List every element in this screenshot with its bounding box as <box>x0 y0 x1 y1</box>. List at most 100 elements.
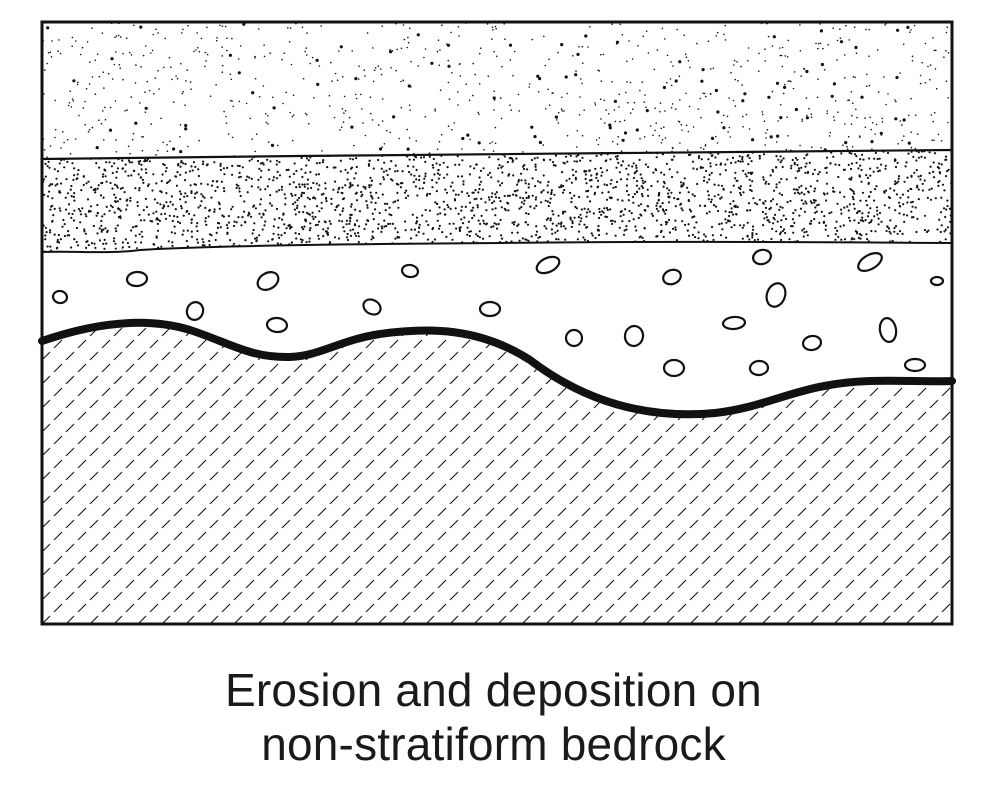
fine-stipple-dot <box>287 168 290 171</box>
sparse-stipple-dot <box>313 97 315 99</box>
sparse-stipple-dot <box>910 97 912 100</box>
fine-stipple-dot <box>227 221 230 224</box>
bedrock-dash <box>233 543 243 553</box>
fine-stipple-dot <box>656 180 659 183</box>
fine-stipple-dot <box>923 179 926 182</box>
fine-stipple-dot <box>390 214 393 217</box>
bedrock-dash <box>881 519 891 529</box>
fine-stipple-dot <box>459 226 462 229</box>
sparse-stipple-dot <box>103 139 105 141</box>
fine-stipple-dot <box>104 175 107 178</box>
fine-stipple-dot <box>944 228 948 231</box>
sparse-stipple-dot <box>69 152 72 155</box>
sparse-stipple-dot <box>779 54 781 57</box>
bedrock-dash <box>329 375 339 385</box>
bedrock-dash <box>185 447 195 457</box>
fine-stipple-dot <box>305 157 309 160</box>
fine-stipple-dot <box>555 224 558 227</box>
fine-stipple-dot <box>603 207 606 210</box>
fine-stipple-dot <box>836 229 839 232</box>
bedrock-dash <box>797 322 807 325</box>
fine-stipple-dot <box>512 174 515 177</box>
fine-stipple-dot <box>779 150 782 151</box>
fine-stipple-dot <box>70 184 73 188</box>
bedrock-dash <box>665 495 675 505</box>
fine-stipple-dot <box>510 247 514 250</box>
bedrock-dash <box>317 555 327 565</box>
sparse-stipple-dot <box>372 47 374 49</box>
sparse-stipple-dot <box>837 111 839 113</box>
fine-stipple-dot <box>840 238 843 241</box>
fine-stipple-dot <box>441 150 444 151</box>
fine-stipple-dot <box>503 250 506 252</box>
bedrock-dash <box>209 399 219 409</box>
fine-stipple-dot <box>790 251 793 252</box>
fine-stipple-dot <box>591 234 594 237</box>
fine-stipple-dot <box>663 173 666 176</box>
bedrock-dash <box>233 351 243 361</box>
fine-stipple-dot <box>747 248 750 251</box>
bedrock-dash <box>125 435 135 445</box>
bedrock-dash <box>161 519 171 529</box>
fine-stipple-dot <box>95 214 98 217</box>
fine-stipple-dot <box>889 187 892 190</box>
fine-stipple-dot <box>708 210 711 213</box>
sparse-stipple-dot <box>761 113 764 116</box>
fine-stipple-dot <box>802 227 806 230</box>
fine-stipple-dot <box>357 235 360 238</box>
fine-stipple-dot <box>898 230 902 233</box>
sparse-stipple-dot <box>225 115 227 118</box>
bedrock-dash <box>126 628 134 636</box>
fine-stipple-dot <box>370 184 373 187</box>
sparse-stipple-dot <box>743 153 745 156</box>
sparse-stipple-dot <box>799 24 801 26</box>
sparse-stipple-dot <box>715 35 717 37</box>
fine-stipple-dot <box>618 226 621 229</box>
fine-stipple-dot <box>277 226 280 229</box>
sparse-stipple-dot <box>887 93 889 95</box>
fine-stipple-dot <box>583 223 586 226</box>
fine-stipple-dot <box>605 169 609 172</box>
fine-stipple-dot <box>739 160 742 163</box>
fine-stipple-dot <box>563 188 566 192</box>
fine-stipple-dot <box>520 201 524 204</box>
bedrock-dash <box>749 339 759 349</box>
bedrock-dash <box>437 387 447 397</box>
fine-stipple-dot <box>573 160 576 163</box>
sparse-stipple-dot <box>921 61 923 64</box>
sparse-stipple-dot <box>513 50 516 53</box>
fine-stipple-dot <box>219 168 222 172</box>
bedrock-dash <box>629 555 639 565</box>
fine-stipple-dot <box>681 209 684 212</box>
fine-stipple-dot <box>434 151 437 154</box>
fine-stipple-dot <box>565 155 568 158</box>
bedrock-dash <box>713 519 723 529</box>
fine-stipple-dot <box>830 211 833 214</box>
sparse-stipple-dot <box>263 44 265 46</box>
fine-stipple-dot <box>571 220 574 223</box>
bedrock-dash <box>605 459 615 469</box>
fine-stipple-dot <box>276 242 279 245</box>
fine-stipple-dot <box>115 176 118 179</box>
bedrock-dash <box>893 435 903 445</box>
fine-stipple-dot <box>262 163 265 166</box>
fine-stipple-dot <box>90 242 93 245</box>
fine-stipple-dot <box>687 191 690 194</box>
sparse-stipple-dot <box>603 99 605 102</box>
fine-stipple-dot <box>834 238 837 241</box>
bedrock-dash <box>377 375 387 385</box>
sparse-stipple-dot <box>129 51 131 54</box>
bedrock-dash <box>449 399 459 409</box>
fine-stipple-dot <box>275 190 278 193</box>
fine-stipple-dot <box>752 197 755 200</box>
bedrock-dash <box>413 531 423 541</box>
fine-stipple-dot <box>619 250 622 252</box>
fine-stipple-dot <box>315 182 318 185</box>
fine-stipple-dot <box>537 236 540 239</box>
fine-stipple-dot <box>85 150 88 152</box>
fine-stipple-dot <box>428 192 432 196</box>
sparse-stipple-dot <box>561 96 563 99</box>
fine-stipple-dot <box>380 225 383 228</box>
sparse-stipple-dot <box>574 73 578 77</box>
fine-stipple-dot <box>136 204 139 207</box>
